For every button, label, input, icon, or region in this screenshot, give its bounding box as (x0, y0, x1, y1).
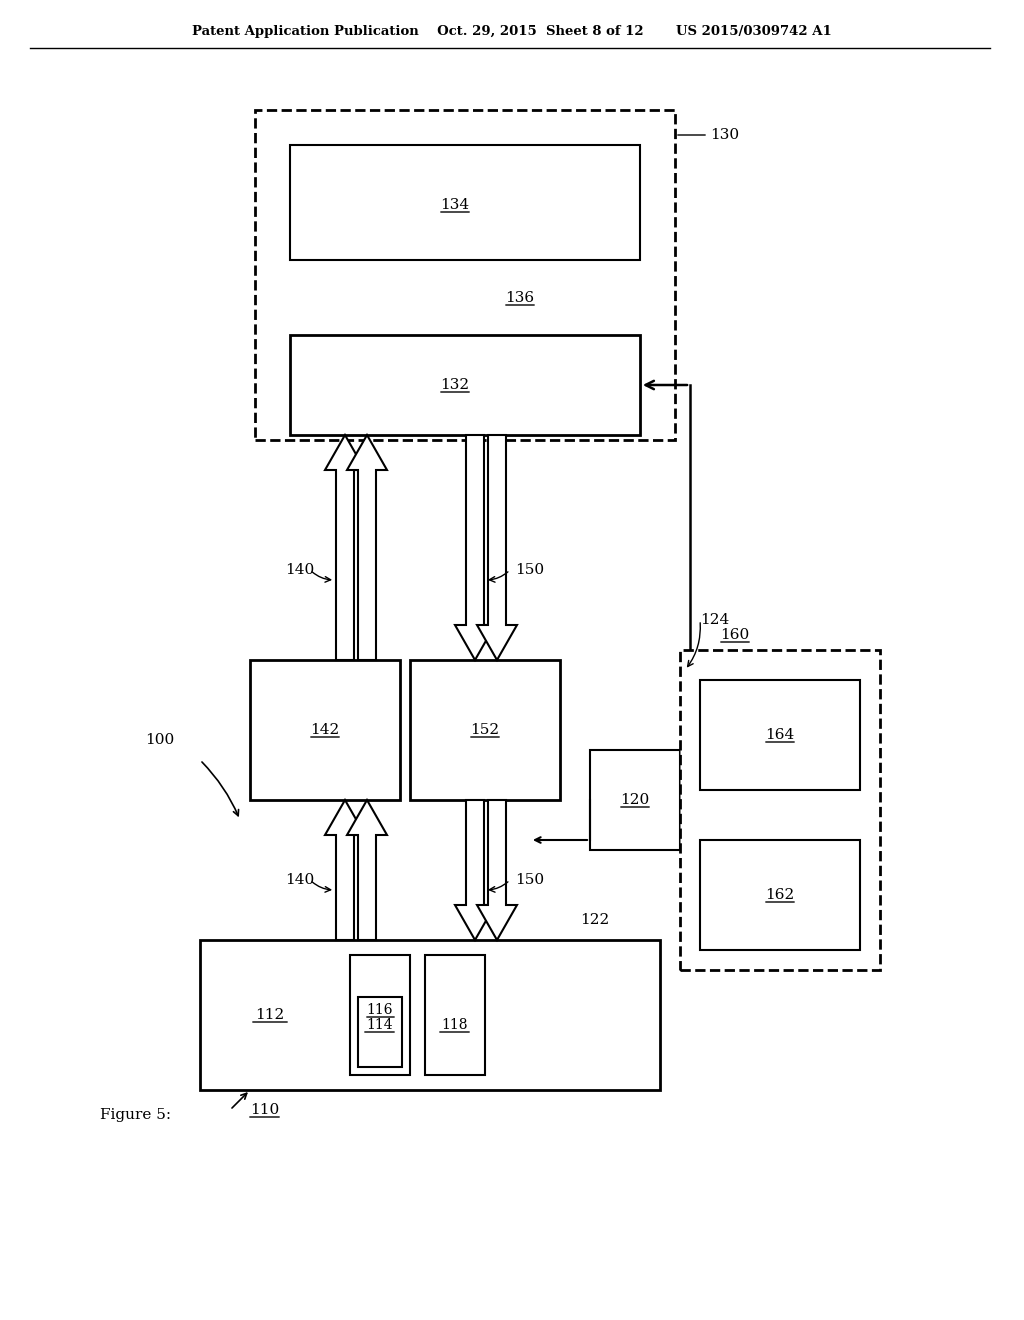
Bar (290, 145, 640, 260)
Text: 100: 100 (145, 733, 175, 747)
Text: 160: 160 (720, 628, 750, 642)
Bar (255, 110, 675, 440)
Text: 152: 152 (470, 723, 500, 737)
Text: 122: 122 (580, 913, 609, 927)
Bar (590, 750, 680, 850)
Text: 120: 120 (621, 793, 649, 807)
Text: 142: 142 (310, 723, 340, 737)
Text: Figure 5:: Figure 5: (100, 1107, 171, 1122)
Text: 162: 162 (765, 888, 795, 902)
Text: 150: 150 (515, 564, 544, 577)
Bar (425, 954, 485, 1074)
Polygon shape (347, 800, 387, 940)
Bar (290, 335, 640, 436)
Text: Patent Application Publication    Oct. 29, 2015  Sheet 8 of 12       US 2015/030: Patent Application Publication Oct. 29, … (193, 25, 831, 38)
Text: 112: 112 (255, 1008, 285, 1022)
Text: 136: 136 (506, 290, 535, 305)
Text: 116: 116 (367, 1003, 393, 1016)
Polygon shape (455, 800, 495, 940)
Text: 110: 110 (251, 1104, 280, 1117)
Text: 130: 130 (710, 128, 739, 143)
Bar (358, 997, 402, 1067)
Polygon shape (325, 800, 365, 940)
Polygon shape (477, 800, 517, 940)
Polygon shape (455, 436, 495, 660)
Bar (410, 660, 560, 800)
Text: 140: 140 (285, 564, 314, 577)
Text: 132: 132 (440, 378, 470, 392)
Bar (700, 840, 860, 950)
Text: 118: 118 (441, 1018, 468, 1032)
Text: 114: 114 (367, 1018, 393, 1032)
Polygon shape (325, 436, 365, 660)
Bar (680, 649, 880, 970)
Text: 124: 124 (700, 612, 729, 627)
Bar (350, 954, 410, 1074)
Text: 140: 140 (285, 873, 314, 887)
Bar (700, 680, 860, 789)
Polygon shape (347, 436, 387, 660)
Text: 150: 150 (515, 873, 544, 887)
Bar (200, 940, 660, 1090)
Bar (250, 660, 400, 800)
Polygon shape (477, 436, 517, 660)
Text: 164: 164 (765, 729, 795, 742)
Text: 134: 134 (440, 198, 470, 213)
